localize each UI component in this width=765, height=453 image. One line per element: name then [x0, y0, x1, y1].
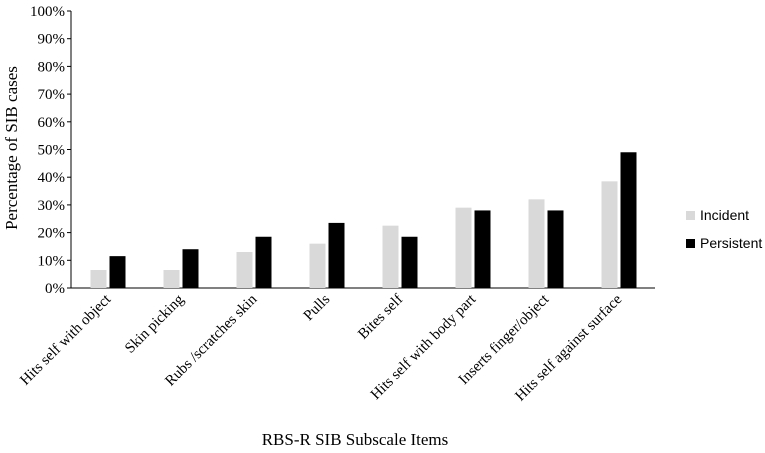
bar-persistent-4	[328, 222, 345, 288]
bar-incident-3	[236, 251, 253, 288]
legend-swatch-persistent	[686, 239, 695, 248]
y-tick-label: 30%	[38, 198, 66, 214]
bar-incident-8	[601, 181, 618, 288]
bar-persistent-2	[182, 249, 199, 288]
y-tick-label: 90%	[38, 32, 66, 48]
x-tick-label: Bites self	[355, 292, 406, 343]
y-tick-label: 50%	[38, 143, 66, 159]
y-tick-label: 70%	[38, 87, 66, 103]
legend-label-incident: Incident	[700, 207, 749, 223]
y-tick-label: 60%	[38, 115, 66, 131]
y-axis-title: Percentage of SIB cases	[2, 66, 21, 230]
bar-persistent-1	[109, 256, 126, 288]
bar-incident-2	[163, 269, 180, 288]
bar-incident-4	[309, 243, 326, 288]
plot-area: 0% 10% 20% 30% 40% 50% 60% 70% 80% 90% 100% Hits se…	[17, 4, 655, 404]
bar-incident-1	[90, 269, 107, 288]
x-axis-title: RBS-R SIB Subscale Items	[262, 430, 449, 449]
y-tick-label: 80%	[38, 59, 66, 75]
bar-persistent-3	[255, 236, 272, 288]
legend-swatch-incident	[686, 211, 695, 220]
x-tick-label: Hits self with object	[17, 291, 115, 389]
y-tick-label: 10%	[38, 253, 66, 269]
bar-persistent-7	[547, 210, 564, 288]
legend: Incident Persistent	[686, 207, 762, 251]
y-tick-label: 20%	[38, 226, 66, 242]
bar-persistent-8	[620, 152, 637, 288]
bar-persistent-6	[474, 210, 491, 288]
legend-label-persistent: Persistent	[700, 235, 762, 251]
x-tick-label: Skin picking	[122, 291, 188, 357]
bar-incident-7	[528, 199, 545, 288]
bar-incident-5	[382, 225, 399, 288]
bar-incident-6	[455, 207, 472, 288]
bar-persistent-5	[401, 236, 418, 288]
x-tick-label: Pulls	[301, 291, 334, 324]
y-tick-label: 40%	[38, 170, 66, 186]
y-tick-label: 100%	[30, 4, 65, 20]
y-tick-label: 0%	[45, 281, 65, 297]
